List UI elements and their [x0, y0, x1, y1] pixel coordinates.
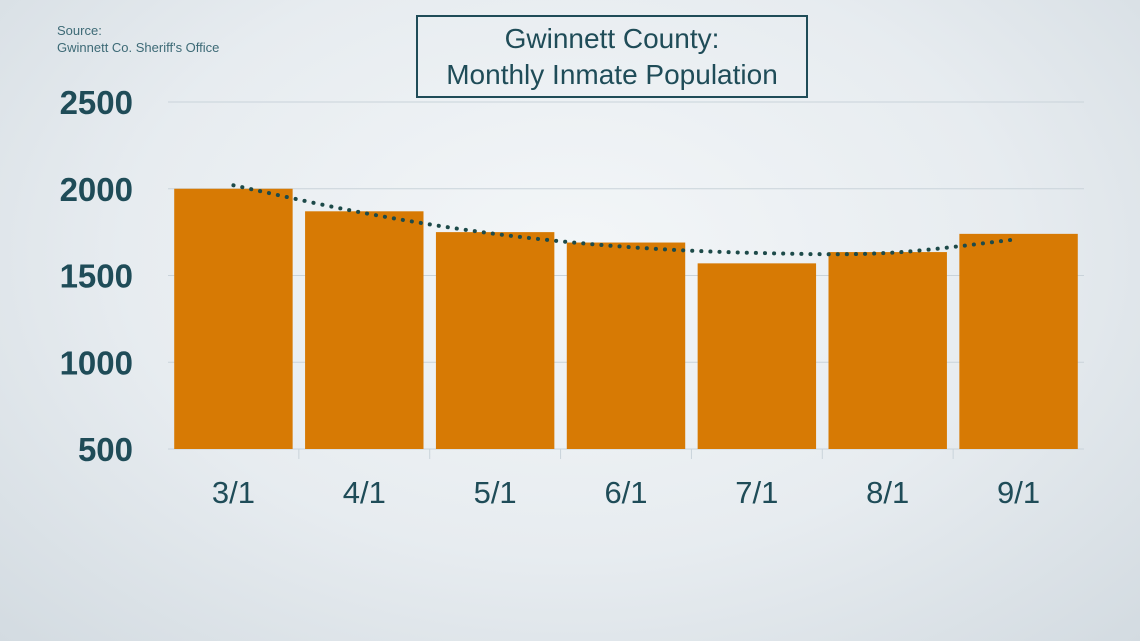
- x-tick-label-7/1: 7/1: [735, 475, 778, 510]
- chart-title: Gwinnett County: Monthly Inmate Populati…: [416, 15, 808, 98]
- bar-5/1: [435, 232, 555, 449]
- chart-title-line1: Gwinnett County:: [504, 22, 720, 54]
- source-note: Source: Gwinnett Co. Sheriff's Office: [57, 22, 219, 56]
- bar-7/1: [697, 263, 817, 449]
- source-name: Gwinnett Co. Sheriff's Office: [57, 40, 220, 55]
- bar-8/1: [828, 252, 947, 449]
- y-tick-label-1500: 1500: [60, 258, 133, 295]
- chart-title-line2: Monthly Inmate Population: [446, 58, 778, 90]
- bar-4/1: [305, 211, 424, 449]
- y-tick-label-500: 500: [78, 431, 133, 468]
- y-tick-label-2500: 2500: [60, 84, 133, 121]
- bar-3/1: [174, 188, 293, 449]
- x-tick-label-5/1: 5/1: [474, 475, 517, 510]
- x-tick-label-4/1: 4/1: [343, 475, 386, 510]
- x-tick-label-8/1: 8/1: [866, 475, 909, 510]
- bar-9/1: [959, 233, 1078, 449]
- bar-6/1: [566, 242, 686, 449]
- x-tick-label-6/1: 6/1: [604, 475, 647, 510]
- source-label: Source:: [57, 23, 102, 38]
- y-tick-label-2000: 2000: [60, 171, 133, 208]
- x-tick-label-3/1: 3/1: [212, 475, 255, 510]
- y-tick-label-1000: 1000: [60, 344, 133, 381]
- x-tick-label-9/1: 9/1: [997, 475, 1040, 510]
